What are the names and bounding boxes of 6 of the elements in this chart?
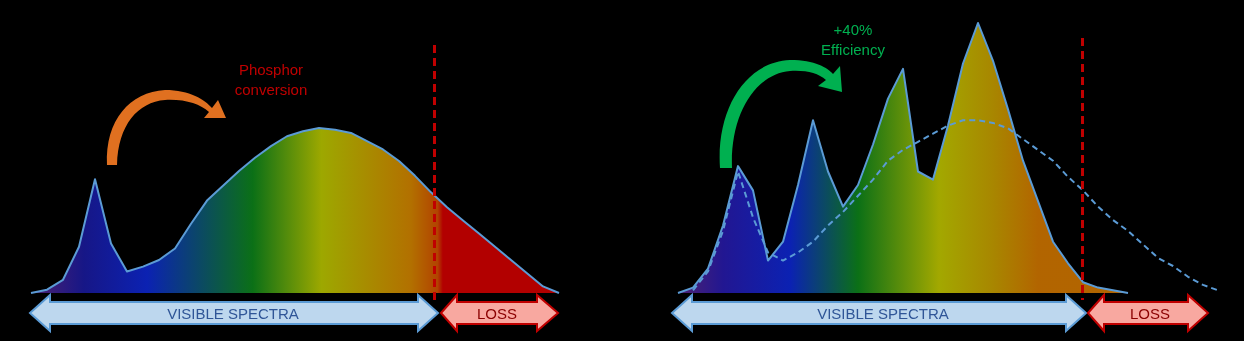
text: LOSS bbox=[1129, 305, 1171, 322]
text: VISIBLE SPECTRA bbox=[167, 305, 299, 322]
text: VISIBLE SPECTRA bbox=[817, 305, 949, 322]
text: Phosphor conversion bbox=[234, 61, 308, 98]
annotation: +40% Efficiency bbox=[821, 21, 886, 58]
text: LOSS bbox=[476, 305, 518, 322]
